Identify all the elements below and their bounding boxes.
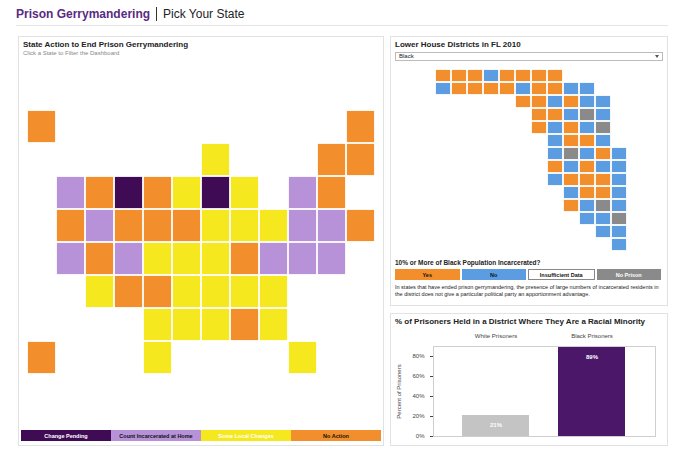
html-text:% of Prisoners Held in a Distr: % of Prisoners Held in a District Where … (395, 317, 645, 326)
html-text:No Prison: No Prison (615, 271, 642, 278)
html-text:Lower House Districts in FL 20: Lower House Districts in FL 2010 (395, 40, 521, 49)
svg-text:21%: 21% (490, 422, 503, 428)
html-text:Insufficient Data: Insufficient Data (539, 271, 583, 278)
svg-text:Black Prisoners: Black Prisoners (571, 333, 613, 339)
svg-text:20%: 20% (412, 413, 425, 419)
svg-text:89%: 89% (586, 354, 599, 360)
html-text:No Action: No Action (323, 432, 349, 439)
html-text:10% or More of Black Populatio: 10% or More of Black Population Incarcer… (395, 259, 541, 266)
svg-text:Percent of Prisoners: Percent of Prisoners (396, 364, 402, 418)
svg-text:0%: 0% (416, 433, 425, 439)
svg-text:40%: 40% (412, 393, 425, 399)
svg-text:80%: 80% (412, 353, 425, 359)
svg-text:60%: 60% (412, 373, 425, 379)
html-text:Black: Black (399, 53, 414, 59)
html-text:State Action to End Prison Ger: State Action to End Prison Gerrymanderin… (23, 40, 189, 49)
html-text:Some Local Changes: Some Local Changes (218, 432, 274, 439)
html-text:Prison Gerrymandering: Prison Gerrymandering (16, 7, 150, 21)
html-text:No: No (490, 271, 498, 278)
html-text:Pick Your State: Pick Your State (163, 7, 245, 21)
html-text:In states that have ended pris: In states that have ended prison gerryma… (395, 284, 659, 297)
html-text:Count Incarcerated at Home: Count Incarcerated at Home (119, 432, 193, 439)
html-text:Click a State to Filter the Da: Click a State to Filter the Dashboard (23, 50, 120, 56)
html-text:Change Pending: Change Pending (44, 432, 88, 439)
html-text:Yes: Yes (422, 271, 432, 278)
svg-text:White Prisoners: White Prisoners (475, 333, 517, 339)
